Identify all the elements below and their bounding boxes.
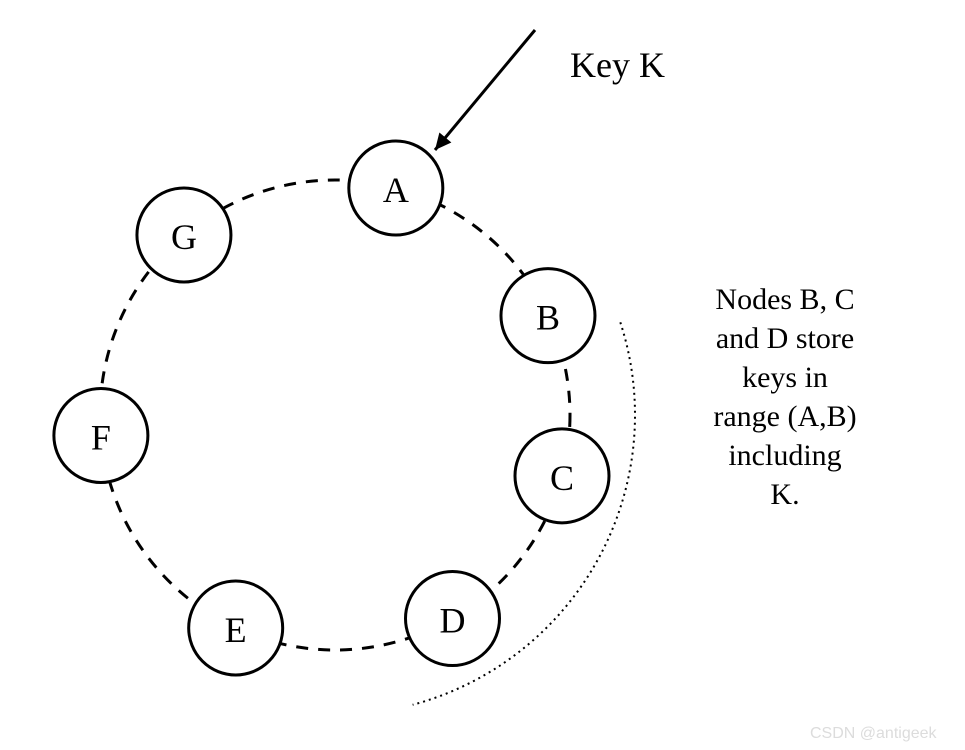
side-text-line: Nodes B, C (665, 280, 905, 319)
key-label: Key K (570, 42, 665, 89)
side-text-line: keys in (665, 358, 905, 397)
side-text: Nodes B, Cand D storekeys inrange (A,B)i… (665, 280, 905, 514)
nodes-group: A B C D E F G (54, 141, 609, 675)
side-text-line: including (665, 436, 905, 475)
node-label-C: C (550, 458, 574, 498)
node-label-A: A (383, 170, 409, 210)
side-text-line: range (A,B) (665, 397, 905, 436)
node-label-B: B (536, 298, 560, 338)
node-label-G: G (171, 217, 197, 257)
watermark: CSDN @antigeek (810, 725, 937, 743)
side-text-line: K. (665, 475, 905, 514)
node-label-E: E (225, 610, 247, 650)
node-label-F: F (91, 417, 111, 457)
side-text-line: and D store (665, 319, 905, 358)
node-label-D: D (440, 601, 466, 641)
arrow (435, 30, 535, 150)
arrow-shaft (435, 30, 535, 150)
